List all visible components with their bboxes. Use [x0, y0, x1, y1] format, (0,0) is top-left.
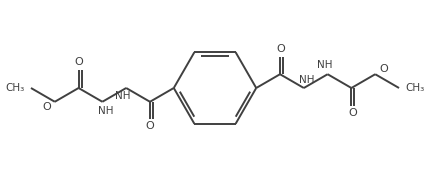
- Text: CH₃: CH₃: [6, 83, 25, 93]
- Text: O: O: [42, 102, 51, 112]
- Text: O: O: [348, 108, 357, 118]
- Text: NH: NH: [299, 75, 314, 85]
- Text: O: O: [379, 64, 388, 74]
- Text: NH: NH: [317, 60, 332, 70]
- Text: NH: NH: [98, 106, 113, 116]
- Text: O: O: [74, 57, 83, 67]
- Text: O: O: [146, 121, 154, 131]
- Text: CH₃: CH₃: [405, 83, 424, 93]
- Text: NH: NH: [116, 91, 131, 101]
- Text: O: O: [276, 44, 286, 54]
